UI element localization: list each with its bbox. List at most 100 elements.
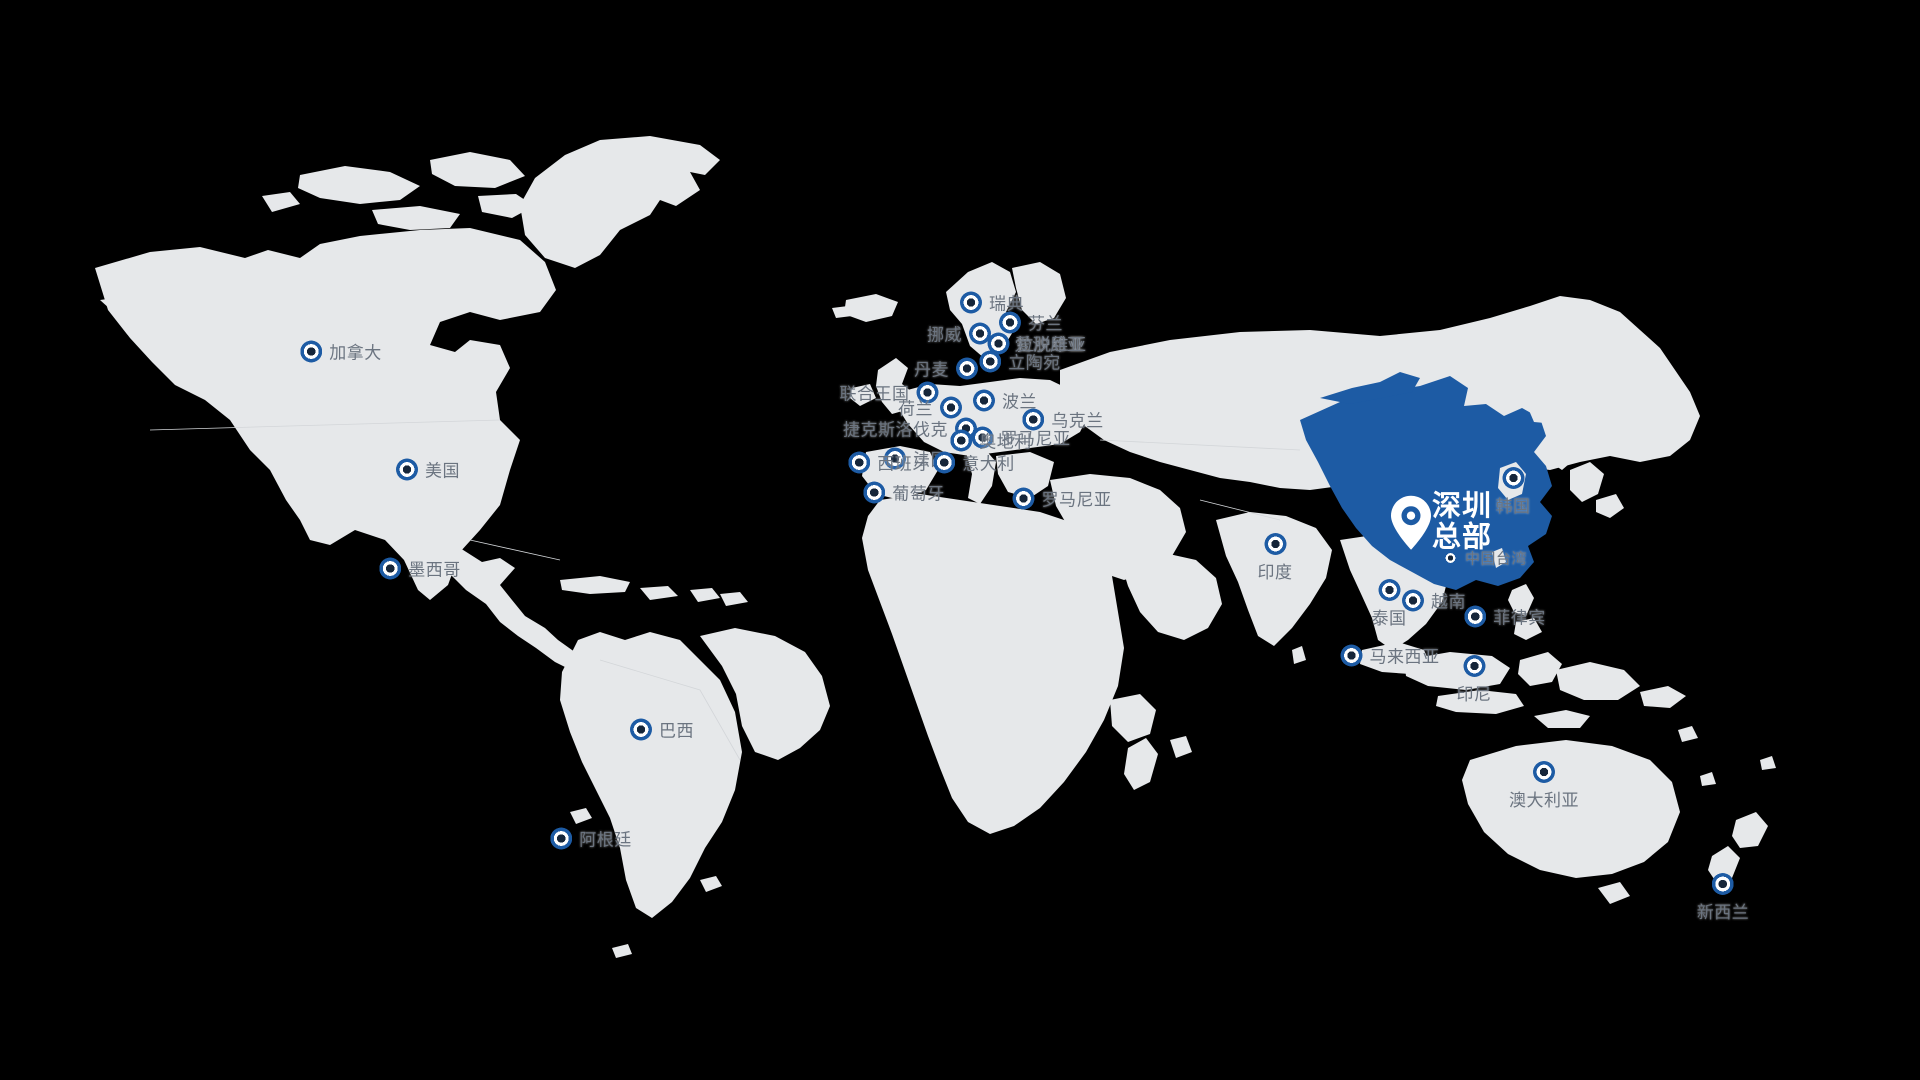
location-dot-icon: [1442, 550, 1458, 566]
location-marker[interactable]: 奥地利: [950, 428, 1032, 453]
location-dot-icon: [863, 481, 886, 503]
location-label: 葡萄牙: [892, 484, 945, 504]
location-marker[interactable]: 墨西哥: [379, 556, 461, 581]
location-dot-icon: [1022, 408, 1045, 430]
location-dot-icon: [933, 451, 956, 473]
location-marker[interactable]: 印度: [1258, 533, 1293, 583]
location-dot-icon: [940, 396, 962, 418]
location-label: 罗马尼亚: [1041, 490, 1112, 510]
location-label: 中国台湾: [1464, 550, 1528, 568]
location-marker[interactable]: 丹麦: [914, 356, 978, 381]
location-dot-icon: [950, 429, 973, 451]
location-label: 泰国: [1371, 609, 1407, 628]
location-dot-icon: [960, 291, 982, 313]
location-marker[interactable]: 泰国: [1372, 579, 1407, 629]
location-dot-icon: [956, 357, 978, 379]
location-dot-icon: [630, 718, 652, 740]
location-label: 阿根廷: [579, 830, 632, 850]
location-label: 爱沙尼亚: [1014, 335, 1085, 355]
location-label: 丹麦: [914, 360, 949, 380]
location-dot-icon: [1340, 644, 1363, 666]
internal-borders: [149, 419, 1301, 761]
location-dot-icon: [987, 332, 1010, 354]
location-marker[interactable]: 罗马尼亚: [1012, 486, 1112, 511]
location-marker[interactable]: 意大利: [933, 450, 1015, 475]
location-marker[interactable]: 韩国: [1496, 467, 1531, 517]
location-marker[interactable]: 葡萄牙: [863, 480, 945, 505]
location-dot-icon: [848, 451, 871, 473]
location-marker[interactable]: 印尼: [1457, 655, 1492, 705]
location-dot-icon: [1012, 487, 1035, 509]
location-marker[interactable]: 挪威: [927, 321, 991, 346]
location-label: 乌克兰: [1051, 411, 1104, 431]
location-dot-icon: [971, 426, 994, 448]
location-marker[interactable]: 美国: [396, 457, 460, 482]
location-label: 拉脱维亚: [1016, 335, 1087, 355]
location-label: 印尼: [1456, 685, 1492, 704]
location-label: 加拿大: [329, 343, 382, 363]
location-label: 立陶宛: [1008, 353, 1061, 373]
location-label: 联合王国: [839, 384, 910, 404]
location-dot-icon: [916, 381, 939, 403]
location-dot-icon: [973, 389, 995, 411]
location-marker[interactable]: 波兰: [973, 388, 1037, 413]
location-dot-icon: [1402, 589, 1424, 611]
landmasses: [95, 136, 1776, 958]
location-marker[interactable]: 澳大利亚: [1509, 761, 1579, 811]
location-label: 澳大利亚: [1509, 791, 1579, 810]
location-marker[interactable]: 拉脱维亚: [987, 331, 1087, 356]
headquarters-label-line1: 深圳: [1431, 490, 1493, 523]
location-dot-icon: [1378, 579, 1400, 601]
location-marker[interactable]: 巴西: [630, 717, 694, 742]
location-marker[interactable]: 瑞典: [960, 290, 1024, 315]
location-label: 西班牙: [877, 454, 930, 474]
location-marker[interactable]: 菲律宾: [1464, 604, 1546, 629]
location-label: 罗马尼亚: [1000, 429, 1071, 449]
headquarters-label-line2: 总部: [1431, 522, 1493, 554]
location-marker[interactable]: 新西兰: [1697, 873, 1750, 923]
location-marker[interactable]: 罗马尼亚: [971, 425, 1071, 450]
location-dot-icon: [1712, 873, 1734, 895]
location-marker[interactable]: 阿根廷: [550, 826, 632, 851]
location-marker[interactable]: 芬兰: [999, 310, 1063, 335]
location-dot-icon: [550, 827, 573, 849]
location-marker[interactable]: 马来西亚: [1340, 643, 1440, 668]
headquarters-label: 深圳 总部: [1431, 490, 1493, 555]
location-label: 意大利: [962, 454, 1015, 474]
location-marker[interactable]: 乌克兰: [1022, 407, 1104, 432]
location-label: 奥地利: [979, 432, 1032, 452]
location-label: 芬兰: [1028, 314, 1063, 334]
location-marker[interactable]: 爱沙尼亚: [986, 331, 1085, 356]
location-marker[interactable]: 越南: [1402, 588, 1466, 613]
location-label: 菲律宾: [1493, 608, 1546, 628]
headquarters-marker[interactable]: 深圳 总部: [1390, 490, 1500, 555]
location-dot-icon: [999, 311, 1021, 333]
location-label: 印度: [1257, 563, 1293, 582]
location-label: 墨西哥: [408, 560, 461, 580]
location-label: 挪威: [927, 325, 962, 345]
location-dot-icon: [1502, 467, 1524, 489]
location-marker[interactable]: 立陶宛: [979, 349, 1061, 374]
location-dot-icon: [1533, 761, 1555, 783]
location-dot-icon: [379, 557, 402, 579]
location-marker[interactable]: 加拿大: [300, 339, 382, 364]
location-marker[interactable]: 中国台湾: [1442, 548, 1528, 569]
location-dot-icon: [884, 447, 906, 469]
location-label: 韩国: [1495, 497, 1531, 516]
location-pin-icon: [1390, 495, 1432, 551]
location-label: 越南: [1431, 592, 1466, 612]
location-label: 波兰: [1002, 392, 1037, 412]
location-marker[interactable]: 西班牙: [848, 450, 930, 475]
location-marker[interactable]: 联合王国: [840, 380, 939, 405]
location-label: 荷兰: [898, 399, 933, 419]
location-marker[interactable]: 荷兰: [898, 395, 962, 420]
location-dot-icon: [1463, 655, 1485, 677]
location-dot-icon: [396, 458, 418, 480]
location-label: 捷克斯洛伐克: [843, 420, 948, 440]
location-label: 巴西: [659, 721, 694, 741]
location-label: 新西兰: [1696, 903, 1750, 922]
location-dot-icon: [1464, 605, 1487, 627]
location-dot-icon: [1264, 533, 1286, 555]
